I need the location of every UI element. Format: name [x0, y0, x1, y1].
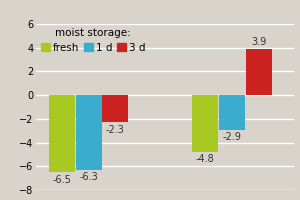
- Bar: [76, 95, 101, 170]
- Bar: [192, 95, 218, 152]
- Text: -2.3: -2.3: [106, 125, 125, 135]
- Text: -2.9: -2.9: [223, 132, 241, 142]
- Text: 3.9: 3.9: [251, 37, 266, 47]
- Legend: fresh, 1 d, 3 d: fresh, 1 d, 3 d: [41, 28, 146, 53]
- Text: -6.3: -6.3: [79, 172, 98, 182]
- Bar: [49, 95, 75, 172]
- Bar: [219, 95, 245, 130]
- Bar: [102, 95, 128, 122]
- Text: -4.8: -4.8: [196, 154, 214, 164]
- Bar: [246, 49, 272, 95]
- Text: -6.5: -6.5: [52, 175, 71, 185]
